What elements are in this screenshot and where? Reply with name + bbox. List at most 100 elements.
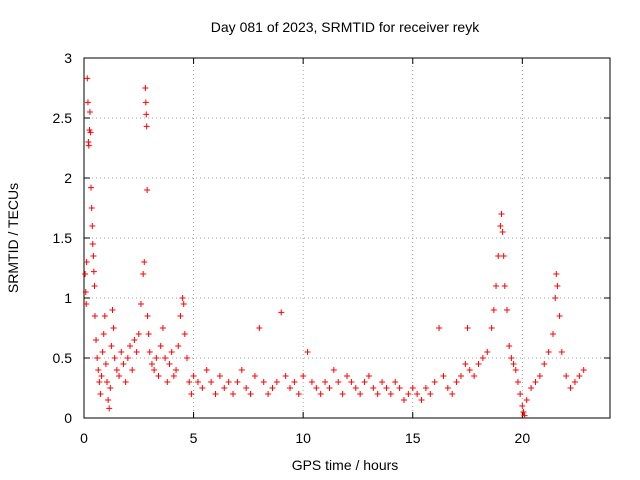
data-point [475,361,482,367]
data-point [105,397,112,403]
data-point [308,379,315,385]
data-point [576,373,583,379]
data-point [365,373,372,379]
data-point [510,361,517,367]
data-point [357,391,364,397]
data-point [287,385,294,391]
data-point [151,367,158,373]
data-point [322,379,329,385]
data-point [457,373,464,379]
data-point [291,379,298,385]
data-point [184,355,191,361]
data-point [339,391,346,397]
data-point [519,403,526,409]
data-point [131,337,138,343]
data-point [113,367,120,373]
chart-title: Day 081 of 2023, SRMTID for receiver rey… [211,19,480,35]
data-point [108,343,115,349]
data-point [120,361,127,367]
data-point [98,373,105,379]
data-point [109,307,116,313]
x-tick-labels: 0 5 10 15 20 [80,430,530,446]
y-tick-label: 0 [64,410,72,426]
data-point [89,223,96,229]
data-point [512,367,519,373]
data-point [520,409,527,415]
data-point [260,379,267,385]
data-point [91,283,98,289]
y-tick-label: 3 [64,50,72,66]
y-tick-label: 2.5 [53,110,73,126]
data-point [400,397,407,403]
data-point [100,331,107,337]
data-point [89,241,96,247]
data-point [225,379,232,385]
data-point [541,361,548,367]
data-point [370,385,377,391]
data-point [173,367,180,373]
data-point [500,253,507,259]
data-point [203,367,210,373]
data-point [427,391,434,397]
data-point [107,385,114,391]
data-point [216,373,223,379]
data-point [99,349,106,355]
data-point [143,123,150,130]
data-point [106,405,113,412]
data-point [265,391,272,397]
data-point [199,385,206,391]
data-point [550,331,557,337]
data-point [110,325,117,331]
data-point [567,385,574,391]
data-point [148,361,155,367]
data-point [484,349,491,355]
data-point [392,379,399,385]
data-point [164,379,171,385]
data-point [82,289,89,295]
data-point [238,367,245,373]
data-point [344,373,350,379]
data-point [462,361,469,367]
data-point [159,325,166,331]
data-point [503,307,510,313]
data-point [545,349,552,355]
data-point [162,355,169,361]
data-point [466,367,473,373]
data-point [140,271,147,277]
data-point [247,391,254,397]
data-point [326,385,333,391]
data-point [251,373,258,379]
data-point [102,361,109,367]
data-point [497,223,504,229]
data-point [409,385,416,391]
data-point [180,301,187,307]
data-point [96,379,103,385]
data-point [104,379,111,385]
data-point [580,367,587,373]
x-axis-label: GPS time / hours [292,457,399,473]
data-point [127,343,134,349]
data-point [383,385,390,391]
data-point [330,367,337,373]
y-tick-label: 1.5 [53,230,73,246]
data-point [88,184,95,191]
data-point [208,379,215,385]
data-point [295,391,302,397]
data-point [175,343,182,349]
data-point [490,307,497,313]
grid-lines [84,58,610,418]
data-point [304,349,311,355]
data-point [90,253,97,259]
data-point [153,355,160,361]
data-point [269,385,276,391]
data-point [84,75,91,82]
data-point [141,259,148,265]
data-point [514,379,521,385]
data-point [137,301,144,307]
data-point [230,391,237,397]
y-tick-label: 0.5 [53,350,73,366]
data-point [144,187,151,193]
y-tick-labels: 0 0.5 1 1.5 2 2.5 3 [53,50,73,426]
data-point [93,337,100,343]
